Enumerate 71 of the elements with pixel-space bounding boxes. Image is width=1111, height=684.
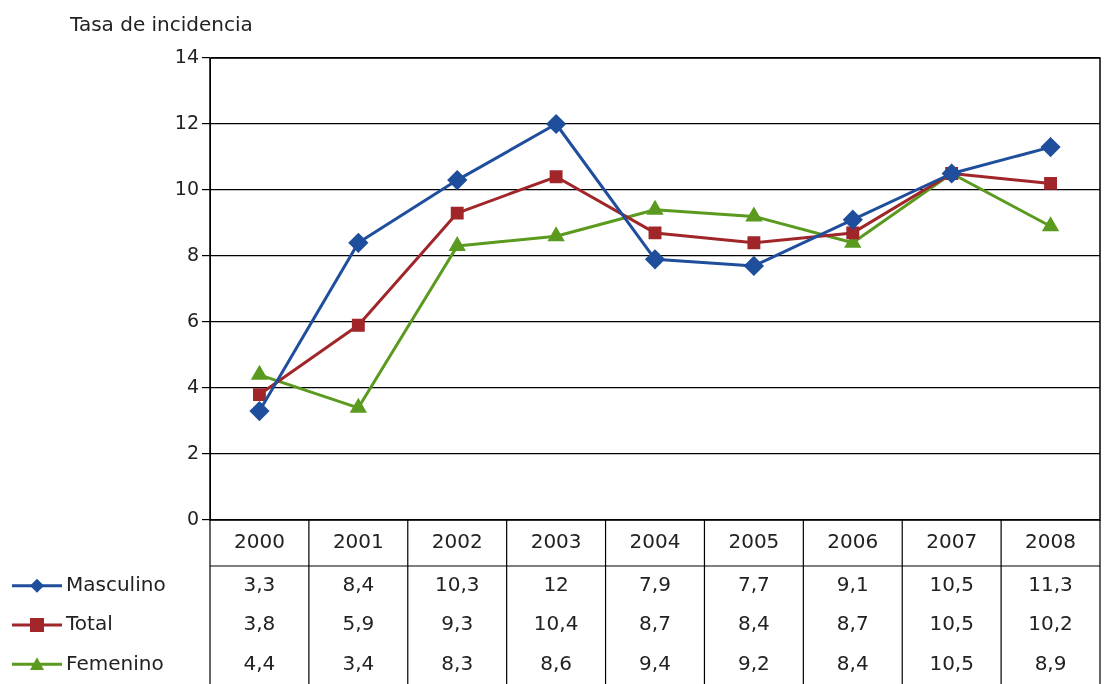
point <box>648 226 662 240</box>
y-tick-label: 8 <box>186 242 199 265</box>
data-label: 10,4 <box>533 611 579 636</box>
point <box>249 401 269 421</box>
point <box>843 210 863 230</box>
point <box>645 249 665 269</box>
point <box>348 233 368 253</box>
y-tick-label: 10 <box>174 176 199 199</box>
y-tick-label: 0 <box>186 506 199 529</box>
x-tick-label: 2001 <box>332 529 384 554</box>
data-label: 9,2 <box>737 650 770 675</box>
point <box>1042 217 1059 232</box>
y-tick-label: 4 <box>186 374 199 397</box>
data-label: 3,8 <box>243 611 276 636</box>
data-label: 7,7 <box>737 571 770 596</box>
data-label: 12 <box>543 571 569 596</box>
data-label: 8,3 <box>441 650 474 675</box>
data-label: 10,5 <box>929 611 974 636</box>
data-label: 9,1 <box>836 571 869 596</box>
x-tick-label: 2004 <box>629 529 681 554</box>
x-tick-label: 2006 <box>827 529 879 554</box>
y-tick-label: 12 <box>174 110 199 133</box>
point <box>253 388 266 402</box>
data-label: 8,6 <box>540 650 573 675</box>
legend-label: Total <box>65 611 113 636</box>
point <box>447 170 467 190</box>
data-label: 10,5 <box>929 650 974 675</box>
data-label: 4,4 <box>243 650 276 675</box>
data-label: 5,9 <box>342 611 375 636</box>
point <box>1044 176 1058 190</box>
point <box>449 237 465 252</box>
y-tick-label: 6 <box>186 308 199 331</box>
data-label: 10,2 <box>1028 611 1073 636</box>
data-label: 8,7 <box>639 611 671 636</box>
point <box>1041 137 1061 157</box>
point <box>350 399 366 413</box>
x-tick-label: 2007 <box>926 529 978 554</box>
data-label: 8,9 <box>1034 650 1067 675</box>
x-tick-label: 2008 <box>1025 529 1077 554</box>
x-tick-label: 2000 <box>233 529 285 554</box>
data-label: 8,4 <box>342 571 375 596</box>
y-axis-title: Tasa de incidencia <box>69 12 253 37</box>
point <box>251 366 268 380</box>
point <box>647 201 663 215</box>
data-label: 8,7 <box>836 611 869 636</box>
x-tick-label: 2003 <box>530 529 582 554</box>
point <box>744 256 764 276</box>
point <box>746 207 762 222</box>
point <box>351 318 365 332</box>
y-tick-label: 2 <box>186 440 199 463</box>
x-tick-label: 2002 <box>431 529 483 554</box>
point <box>846 226 860 240</box>
point <box>546 114 566 134</box>
legend-label: Masculino <box>66 571 166 596</box>
data-label: 9,3 <box>441 611 474 636</box>
point <box>548 227 564 242</box>
data-label: 3,4 <box>342 650 375 675</box>
data-label: 10,5 <box>929 571 974 596</box>
data-label: 8,4 <box>737 611 770 636</box>
point <box>549 170 563 184</box>
x-tick-label: 2005 <box>728 529 780 554</box>
data-label: 7,9 <box>639 571 671 596</box>
data-label: 8,4 <box>836 650 869 675</box>
point <box>450 206 464 220</box>
legend-label: Femenino <box>66 650 164 675</box>
data-label: 10,3 <box>434 571 480 596</box>
data-label: 11,3 <box>1028 571 1073 596</box>
y-tick-label: 14 <box>174 44 199 67</box>
point <box>747 236 761 250</box>
data-label: 3,3 <box>243 571 276 596</box>
data-label: 9,4 <box>639 650 671 675</box>
